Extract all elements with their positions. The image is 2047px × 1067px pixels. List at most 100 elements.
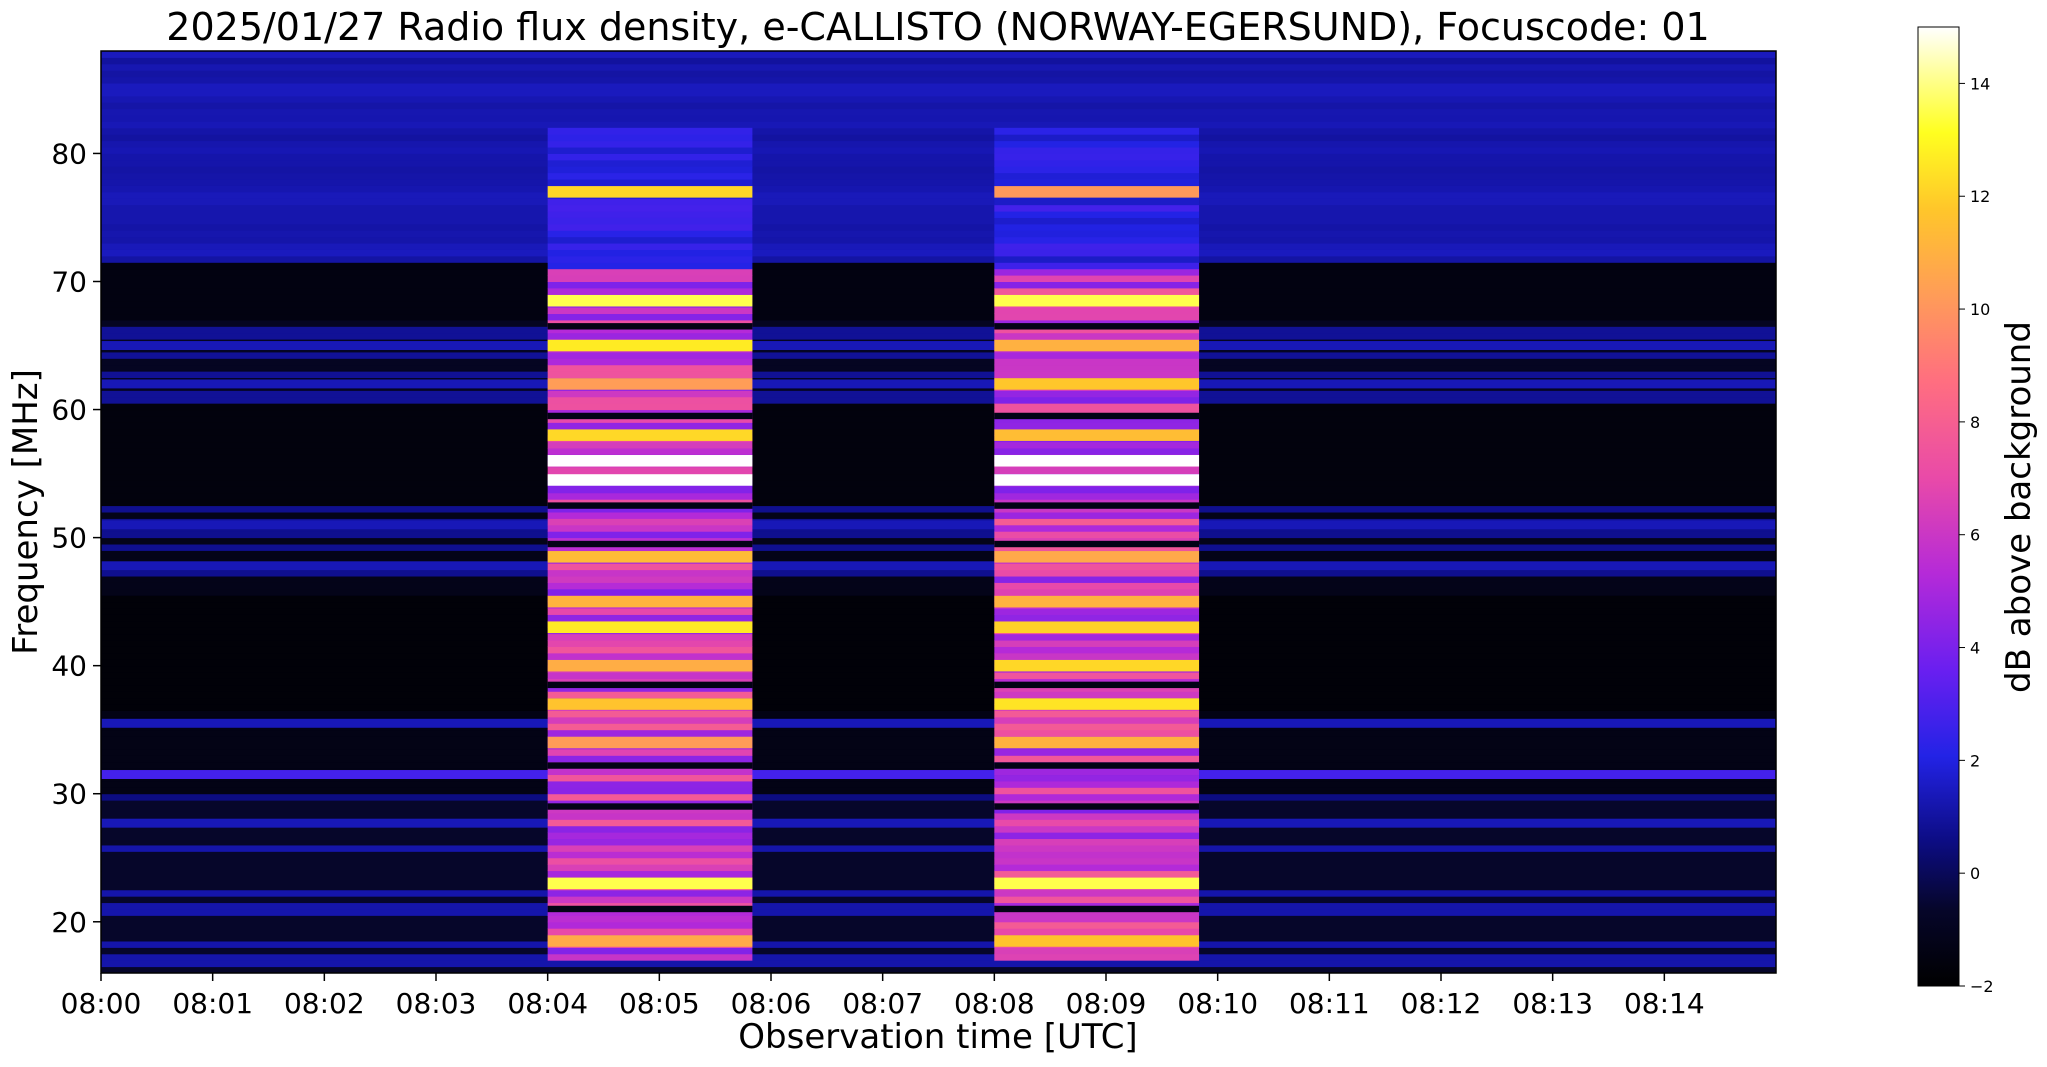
- background-band: [101, 588, 1776, 596]
- burst-band: [994, 915, 1200, 923]
- colorbar-tick-label: 0: [1970, 864, 1980, 883]
- x-tick-label: 08:10: [1177, 987, 1258, 1020]
- x-tick-label: 08:12: [1401, 987, 1482, 1020]
- burst-band: [547, 371, 753, 379]
- background-band: [101, 793, 1776, 801]
- background-band: [101, 166, 1776, 174]
- background-band: [101, 134, 1776, 142]
- background-band: [101, 729, 1776, 737]
- burst-band: [547, 531, 753, 539]
- burst-gap: [994, 412, 1200, 420]
- background-band: [101, 640, 1776, 647]
- burst-band: [547, 249, 753, 257]
- burst-band: [547, 268, 753, 276]
- burst-bright-band: [994, 621, 1200, 634]
- burst-bright-band: [547, 455, 753, 467]
- burst-gap: [994, 803, 1200, 810]
- persistent-band: [101, 718, 1776, 728]
- burst-band: [994, 512, 1200, 519]
- burst-band: [547, 287, 753, 295]
- background-band: [101, 684, 1776, 692]
- persistent-band: [101, 561, 1776, 571]
- background-band: [101, 454, 1776, 462]
- background-band: [101, 736, 1776, 743]
- axes-frame: [100, 50, 1777, 974]
- burst-band: [994, 358, 1200, 366]
- burst-band: [547, 588, 753, 596]
- colorbar-tick-label: 2: [1970, 751, 1980, 770]
- background-band: [101, 787, 1776, 795]
- burst-bright-band: [994, 339, 1200, 352]
- x-tick-label: 08:13: [1512, 987, 1593, 1020]
- burst-band: [547, 870, 753, 878]
- burst-band: [547, 223, 753, 231]
- burst-band: [547, 518, 753, 526]
- burst-band: [547, 512, 753, 519]
- x-tick-label: 08:03: [396, 987, 477, 1020]
- burst-band: [994, 806, 1200, 814]
- burst-band: [994, 134, 1200, 142]
- burst-bright-band: [547, 474, 753, 486]
- burst-band: [994, 544, 1200, 551]
- background-band: [101, 140, 1776, 148]
- burst-band: [547, 684, 753, 692]
- burst-band: [994, 844, 1200, 852]
- background-band: [101, 672, 1776, 679]
- burst-band: [994, 825, 1200, 833]
- burst-bright-band: [994, 455, 1200, 467]
- burst-band: [547, 492, 753, 500]
- background-band: [101, 704, 1776, 711]
- background-band: [101, 966, 1776, 974]
- burst-band: [547, 652, 753, 660]
- burst-band: [994, 832, 1200, 840]
- background-band: [101, 921, 1776, 929]
- x-tick-label: 08:11: [1289, 987, 1370, 1020]
- background-band: [101, 928, 1776, 936]
- burst-band: [547, 243, 753, 250]
- burst-band: [547, 748, 753, 756]
- burst-band: [547, 172, 753, 180]
- background-band: [101, 915, 1776, 923]
- burst-band: [547, 390, 753, 398]
- background-band: [101, 889, 1776, 897]
- burst-band: [994, 524, 1200, 532]
- burst-band: [547, 614, 753, 622]
- burst-band: [547, 723, 753, 731]
- background-band: [101, 159, 1776, 167]
- background-band: [101, 697, 1776, 705]
- burst-band: [547, 787, 753, 795]
- burst-band: [994, 646, 1200, 654]
- burst-bright-band: [547, 429, 753, 441]
- burst-band: [547, 544, 753, 551]
- colorbar-tick-label: −2: [1970, 977, 1994, 996]
- burst-band: [994, 364, 1200, 372]
- burst-band: [994, 870, 1200, 878]
- background-band: [101, 108, 1776, 116]
- background-band: [101, 313, 1776, 321]
- burst-band: [994, 857, 1200, 865]
- burst-band: [547, 422, 753, 430]
- background-band: [101, 896, 1776, 904]
- burst-bright-band: [547, 935, 753, 947]
- burst-band: [994, 710, 1200, 718]
- burst-band: [547, 646, 753, 654]
- burst-gap: [547, 412, 753, 420]
- background-band: [101, 51, 1776, 58]
- burst-band: [547, 255, 753, 263]
- burst-band: [994, 287, 1200, 295]
- background-band: [101, 678, 1776, 686]
- burst-band: [547, 159, 753, 167]
- colorbar: −2 0 2 4 6 8 10 12 14 dB above background: [1917, 26, 2039, 996]
- burst-band: [994, 716, 1200, 724]
- background-band: [101, 300, 1776, 308]
- burst-band: [994, 307, 1200, 315]
- burst-band: [547, 806, 753, 814]
- background-band: [101, 179, 1776, 186]
- burst-band: [547, 204, 753, 212]
- background-band: [101, 172, 1776, 180]
- background-band: [101, 102, 1776, 110]
- burst-bright-band: [994, 595, 1200, 608]
- background-band: [101, 614, 1776, 622]
- background-band: [101, 364, 1776, 372]
- background-band: [101, 812, 1776, 820]
